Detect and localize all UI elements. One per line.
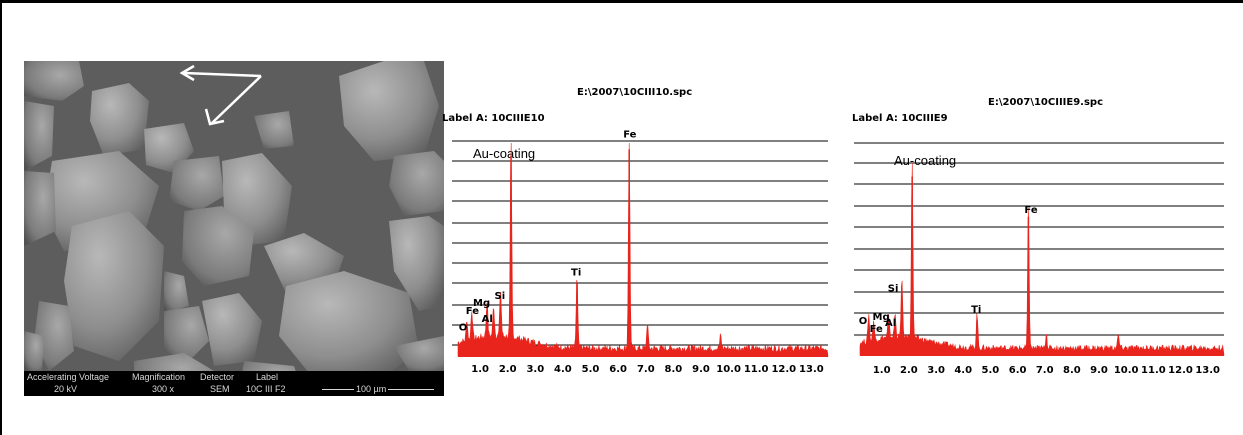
sem-micrograph: Accelerating Voltage Magnification Detec…: [24, 61, 444, 396]
x-tick-label: 6.0: [1009, 365, 1027, 376]
x-tick-label: 2.0: [900, 365, 918, 376]
x-tick-label: 12.0: [1168, 365, 1193, 376]
databar-detector-header: Detector: [200, 372, 235, 382]
peak-label-si: Si: [888, 283, 899, 294]
databar-magnification-value: 300 x: [152, 384, 175, 394]
databar-voltage-value: 20 kV: [54, 384, 78, 394]
peak-label-fe: Fe: [466, 306, 479, 317]
peak-label-fe: Fe: [623, 129, 636, 140]
au-coating-annotation: Au-coating: [473, 146, 535, 161]
x-tick-label: 6.0: [609, 364, 627, 375]
spectrum-label: Label A: 10CIIIE10: [442, 113, 545, 124]
peak-label-mg: Mg: [873, 312, 890, 323]
x-tick-label: 11.0: [744, 364, 769, 375]
spectrum-gridlines: [854, 142, 1224, 336]
x-axis-ticks: 1.0 2.0 3.0 4.0 5.0 6.0 7.0 8.0 9.0 10.0 11.0 12.0 1…: [873, 365, 1220, 376]
x-tick-label: 7.0: [1036, 365, 1054, 376]
x-tick-label: 2.0: [499, 364, 517, 375]
peak-label-o: O: [459, 323, 468, 334]
spectrum-series: [859, 162, 1225, 356]
databar-label-header: Label: [256, 372, 279, 382]
x-tick-label: 3.0: [927, 365, 945, 376]
peak-label-fe: Fe: [870, 324, 883, 335]
x-tick-label: 12.0: [771, 364, 796, 375]
x-tick-label: 13.0: [799, 364, 824, 375]
peak-label-ti: Ti: [571, 268, 581, 279]
eds-spectrum-1: E:\2007\10CIII10.spc Label A: 10CIIIE10 …: [442, 87, 829, 375]
x-tick-label: 4.0: [954, 365, 972, 376]
sem-databar: Accelerating Voltage Magnification Detec…: [24, 371, 444, 396]
spectrum-line: [859, 162, 1225, 356]
x-tick-label: 1.0: [873, 365, 891, 376]
peak-label-ti: Ti: [971, 304, 981, 315]
x-tick-label: 1.0: [471, 364, 489, 375]
x-tick-label: 3.0: [526, 364, 544, 375]
au-coating-annotation: Au-coating: [894, 153, 956, 168]
peak-label-mg: Mg: [473, 298, 490, 309]
databar-magnification-header: Magnification: [132, 372, 186, 382]
peak-label-si: Si: [495, 291, 506, 302]
x-tick-label: 8.0: [665, 364, 683, 375]
spectrum-series: [457, 142, 829, 357]
spectrum-title: E:\2007\10CIIIE9.spc: [988, 97, 1103, 108]
x-tick-label: 10.0: [716, 364, 741, 375]
spectrum-line: [457, 142, 829, 357]
x-tick-label: 10.0: [1114, 365, 1139, 376]
x-axis-ticks: 1.0 2.0 3.0 4.0 5.0 6.0 7.0 8.0 9.0 10.0 11.0 12.0 1…: [471, 364, 824, 375]
spectrum-gridlines: [452, 140, 828, 346]
eds-spectrum-2: E:\2007\10CIIIE9.spc Label A: 10CIIIE9 A…: [852, 97, 1225, 376]
peak-label-al: Al: [482, 314, 493, 325]
x-tick-label: 5.0: [982, 365, 1000, 376]
peak-label-o: O: [859, 316, 868, 327]
peak-label-al: Al: [885, 318, 896, 329]
databar-voltage-header: Accelerating Voltage: [27, 372, 110, 382]
x-tick-label: 9.0: [692, 364, 710, 375]
x-tick-label: 13.0: [1195, 365, 1220, 376]
scale-bar-label: 100 µm: [354, 384, 389, 395]
x-tick-label: 11.0: [1141, 365, 1166, 376]
peak-label-fe: Fe: [1024, 205, 1037, 216]
databar-detector-value: SEM: [210, 384, 230, 394]
databar-label-value: 10C III F2: [246, 384, 286, 394]
x-tick-label: 7.0: [637, 364, 655, 375]
x-tick-label: 9.0: [1090, 365, 1108, 376]
x-tick-label: 4.0: [554, 364, 572, 375]
x-tick-label: 8.0: [1063, 365, 1081, 376]
white-arrows-icon: [179, 64, 262, 126]
x-tick-label: 5.0: [582, 364, 600, 375]
spectrum-title: E:\2007\10CIII10.spc: [577, 87, 692, 98]
spectrum-label: Label A: 10CIIIE9: [852, 113, 948, 124]
